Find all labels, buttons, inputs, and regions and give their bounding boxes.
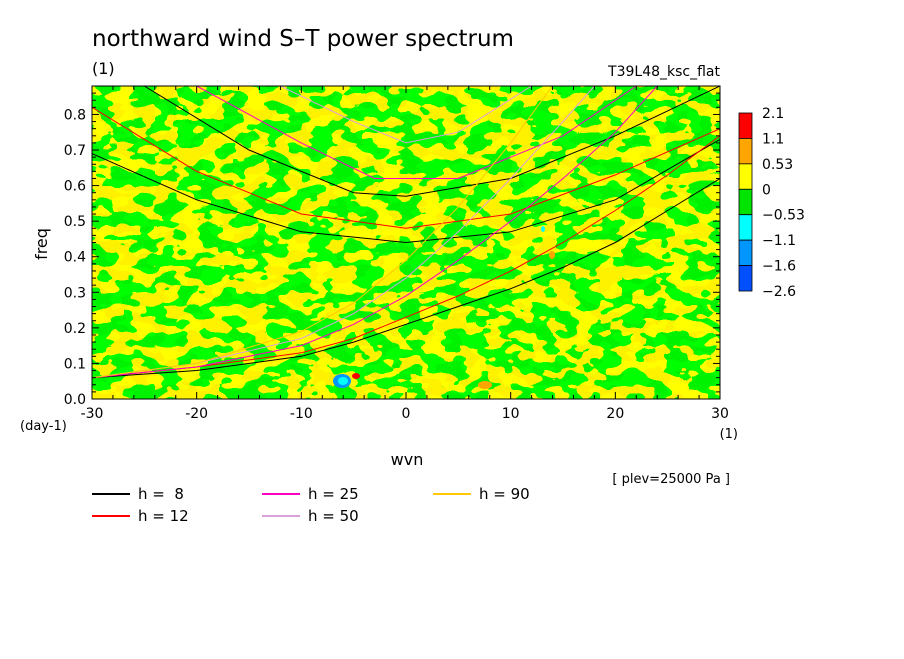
colorbar-swatch [738, 163, 753, 190]
anomaly-patch [352, 373, 360, 379]
dispersion-curves [92, 86, 720, 379]
dispersion-curve-ig-h25 [196, 86, 637, 179]
y-axis-label: freq [32, 228, 51, 260]
x-tick-label: -20 [185, 406, 208, 422]
colorbar-level-label: 2.1 [762, 106, 784, 122]
legend-label: h = 12 [138, 507, 189, 525]
colorbar-level-label: −0.53 [762, 208, 805, 224]
x-axis-unit: (1) [720, 427, 738, 442]
x-tick-label: 10 [502, 406, 520, 422]
y-tick-label: 0.1 [64, 356, 86, 372]
colorbar-level-label: 0.53 [762, 157, 793, 173]
colorbar-level-label: −2.6 [762, 284, 796, 300]
dispersion-curve-ig-h12 [92, 106, 720, 229]
y-tick-label: 0.5 [64, 214, 86, 230]
x-tick-label: 30 [711, 406, 729, 422]
dispersion-curve-ig-h8-b [144, 86, 720, 197]
dispersion-curve-ig-h8 [92, 138, 720, 244]
dispersion-curve-kelvin-h90 [92, 86, 553, 379]
colorbar: 2.1 1.1 0.53 0 −0.53 −1.1 −1.6 −2.6 [738, 106, 805, 300]
anomaly-patch [549, 251, 555, 259]
dispersion-curve-kelvin-h50 [92, 86, 595, 379]
dispersion-curve-kelvin-h25 [92, 86, 658, 379]
level-note: [ plev=25000 Pa ] [612, 472, 730, 487]
dispersion-curve-ig-h50 [280, 86, 532, 144]
dispersion-curve-kelvin-h8 [92, 178, 720, 379]
x-tick-label: -30 [81, 406, 104, 422]
colorbar-level-label: −1.6 [762, 259, 796, 275]
colorbar-swatch [738, 239, 753, 266]
colorbar-swatch [738, 188, 753, 216]
dispersion-legend: h = 8 h = 12 h = 25 h = 50 h = 90 [92, 485, 530, 525]
colorbar-swatch [738, 214, 753, 241]
legend-label: h = 25 [308, 485, 359, 503]
colorbar-swatch [738, 265, 753, 292]
chart-title: northward wind S–T power spectrum [92, 26, 514, 52]
dispersion-curve-kelvin-h12 [92, 135, 720, 379]
legend-label: h = 90 [479, 485, 530, 503]
y-axis-ticks: 0.0 0.1 0.2 0.3 0.4 0.5 0.6 0.7 0.8 [64, 85, 720, 408]
legend-label: h = 8 [138, 485, 184, 503]
y-tick-label: 0.4 [64, 250, 86, 266]
x-axis-ticks: -30 -20 -10 0 10 20 30 [81, 86, 729, 422]
y-tick-label: 0.7 [64, 143, 86, 159]
x-axis-label: wvn [391, 450, 424, 469]
y-tick-label: 0.3 [64, 285, 86, 301]
colorbar-swatch [738, 112, 753, 139]
x-tick-label: 20 [606, 406, 624, 422]
colorbar-level-label: 0 [762, 182, 771, 198]
anomaly-patch [478, 381, 492, 389]
y-tick-label: 0.6 [64, 179, 86, 195]
y-tick-label: 0.8 [64, 107, 86, 123]
plot-area [92, 86, 720, 399]
colorbar-swatch [738, 138, 753, 165]
x-tick-label: -10 [290, 406, 313, 422]
x-tick-label: 0 [402, 406, 411, 422]
anomaly-patch [541, 226, 545, 232]
y-axis-unit: (day-1) [20, 419, 67, 434]
chart-subtitle-right: T39L48_ksc_flat [607, 64, 720, 80]
anomaly-patch [338, 377, 348, 385]
colorbar-level-label: −1.1 [762, 233, 796, 249]
colorbar-level-label: 1.1 [762, 131, 784, 147]
y-tick-label: 0.0 [64, 392, 86, 408]
y-tick-label: 0.2 [64, 321, 86, 337]
legend-label: h = 50 [308, 507, 359, 525]
chart-subtitle-left: (1) [92, 59, 115, 78]
